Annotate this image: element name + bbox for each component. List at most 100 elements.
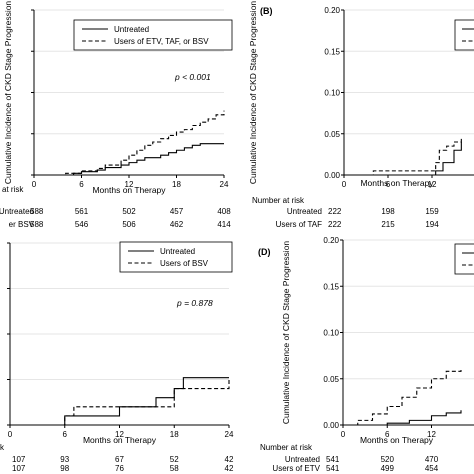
- legend-box: [454, 243, 474, 275]
- risk-row-label: Untreated: [287, 207, 322, 216]
- risk-row-label: Users of TAF: [276, 220, 322, 229]
- x-axis-label: Months on Therapy: [83, 435, 157, 445]
- risk-table-header: k: [0, 443, 5, 452]
- risk-row-label: er BSV: [9, 220, 35, 229]
- panel-A: 0 6 12 18 24 Months on Therapy Cumulative Inci…: [0, 1, 233, 229]
- risk-value: 457: [170, 207, 184, 216]
- x-tick-label: 24: [220, 180, 229, 189]
- x-tick-label: 6: [63, 430, 68, 439]
- risk-value: 546: [75, 220, 89, 229]
- y-axis-label: Cumulative Incidence of CKD Stage Progre…: [3, 1, 13, 185]
- x-tick-label: 6: [386, 180, 391, 189]
- risk-row-label: Untreated: [0, 207, 34, 216]
- y-tick-label: 0.15: [324, 47, 340, 56]
- risk-value: 499: [381, 464, 395, 473]
- series-line-dashed: [343, 367, 462, 426]
- legend-label: Users of BSV: [160, 259, 209, 268]
- risk-value: 470: [425, 455, 439, 464]
- series-line-dashed: [10, 377, 230, 426]
- risk-table-header: at risk: [2, 185, 24, 194]
- risk-value: 159: [425, 207, 439, 216]
- risk-value: 408: [217, 207, 231, 216]
- risk-value: 52: [170, 455, 179, 464]
- risk-value: 98: [60, 464, 69, 473]
- risk-value: 107: [12, 464, 26, 473]
- x-tick-label: 12: [427, 430, 436, 439]
- legend-box: [73, 19, 233, 51]
- risk-value: 541: [326, 455, 340, 464]
- legend-label: Untreated: [114, 25, 149, 34]
- panel-label: (D): [258, 247, 271, 257]
- risk-value: 42: [225, 455, 234, 464]
- risk-value: 93: [60, 455, 69, 464]
- y-tick-label: 0.10: [324, 89, 340, 98]
- risk-value: 506: [122, 220, 136, 229]
- risk-value: 194: [425, 220, 439, 229]
- risk-value: 107: [12, 455, 26, 464]
- p-value-annotation: p < 0.001: [174, 72, 211, 82]
- y-tick-label: 0.10: [323, 329, 339, 338]
- y-tick-label: 0.20: [324, 6, 340, 15]
- panel-C: 0 6 12 18 24 Months on Therapy Untreated Users …: [0, 241, 234, 473]
- series-line-dashed: [34, 110, 225, 176]
- x-tick-label: 0: [341, 430, 346, 439]
- risk-value: 198: [381, 207, 395, 216]
- x-tick-label: 18: [172, 180, 181, 189]
- risk-value: 414: [217, 220, 231, 229]
- risk-value: 42: [225, 464, 234, 473]
- x-tick-label: 18: [170, 430, 179, 439]
- risk-row-label: Untreated: [285, 455, 320, 464]
- risk-value: 454: [425, 464, 439, 473]
- risk-value: 541: [326, 464, 340, 473]
- risk-value: 222: [328, 220, 342, 229]
- risk-value: 520: [381, 455, 395, 464]
- risk-value: 462: [170, 220, 184, 229]
- y-tick-label: 0.15: [323, 282, 339, 291]
- x-tick-label: 6: [385, 430, 390, 439]
- risk-value: 76: [115, 464, 124, 473]
- risk-row-label: Users of ETV: [272, 464, 320, 473]
- y-tick-label: 0.05: [324, 130, 340, 139]
- x-tick-label: 6: [79, 180, 84, 189]
- x-tick-label: 0: [342, 180, 347, 189]
- x-axis-label: Months on Therapy: [92, 185, 166, 195]
- x-tick-label: 12: [125, 180, 134, 189]
- risk-value: 215: [381, 220, 395, 229]
- y-tick-label: 0.20: [323, 236, 339, 245]
- p-value-annotation: p = 0.878: [176, 298, 213, 308]
- y-tick-label: 0.05: [323, 375, 339, 384]
- risk-value: 502: [122, 207, 136, 216]
- legend-label: Users of ETV, TAF, or BSV: [114, 37, 209, 46]
- risk-value: 67: [115, 455, 124, 464]
- legend-label: Untreated: [160, 247, 195, 256]
- series-line-dashed: [344, 137, 462, 176]
- risk-value: 58: [170, 464, 179, 473]
- x-axis-label: Months on Therapy: [360, 435, 434, 445]
- x-tick-label: 24: [225, 430, 234, 439]
- risk-value: 588: [30, 220, 44, 229]
- y-tick-label: 0.00: [323, 421, 339, 430]
- series-line-solid: [10, 377, 229, 426]
- x-tick-label: 0: [32, 180, 37, 189]
- x-tick-label: 12: [115, 430, 124, 439]
- panel-label: (B): [260, 6, 273, 16]
- x-axis-label: Months on Therapy: [360, 178, 434, 188]
- x-tick-label: 0: [8, 430, 13, 439]
- risk-table-header: Number at risk: [260, 443, 313, 452]
- y-tick-label: 0.00: [324, 171, 340, 180]
- series-line-solid: [34, 143, 224, 176]
- risk-value: 222: [328, 207, 342, 216]
- legend-box: [454, 19, 474, 51]
- risk-value: 588: [30, 207, 44, 216]
- y-axis-label: Cumulative Incidence of CKD Stage Progre…: [281, 241, 291, 425]
- series-line-solid: [343, 410, 462, 426]
- series-line-solid: [344, 142, 462, 176]
- legend-box: [119, 241, 233, 273]
- y-axis-label: Cumulative Incidence of CKD Stage Progre…: [248, 1, 258, 185]
- x-tick-label: 12: [428, 180, 437, 189]
- risk-table-header: Number at risk: [252, 196, 305, 205]
- risk-value: 561: [75, 207, 89, 216]
